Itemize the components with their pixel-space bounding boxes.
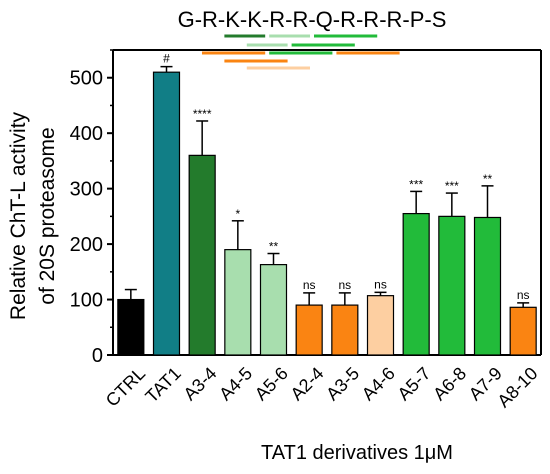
bar-ctrl	[117, 298, 145, 356]
x-tick-label: A4-5	[215, 363, 256, 404]
significance-label: ***	[409, 177, 423, 191]
significance-label: *	[235, 207, 240, 221]
bar-a5-7	[402, 212, 430, 356]
bar-a8-10	[509, 306, 537, 356]
significance-label: **	[269, 240, 279, 254]
y-tick-label: 0	[92, 345, 103, 367]
x-tick-label: TAT1	[141, 363, 184, 406]
y-axis-label-line1: Relative ChT-L activity	[7, 111, 30, 320]
x-tick-label: A2-4	[287, 363, 328, 404]
bar-a3-4	[188, 154, 216, 356]
x-tick-label: A8-10	[493, 363, 541, 411]
x-tick-label: A3-5	[322, 363, 363, 404]
y-tick-label: 100	[70, 290, 103, 312]
sequence-title: G-R-K-K-R-R-Q-R-R-R-P-S	[178, 7, 447, 32]
significance-label: ns	[517, 288, 530, 302]
y-tick-label: 200	[70, 234, 103, 256]
significance-label: ****	[193, 107, 212, 121]
x-tick-label: CTRL	[102, 363, 149, 410]
significance-label: ns	[338, 278, 351, 292]
y-tick-label: 500	[70, 68, 103, 90]
significance-label: ns	[374, 277, 387, 291]
y-tick-label: 300	[70, 179, 103, 201]
bar-a5-6	[259, 264, 288, 356]
x-tick-label: A5-6	[251, 363, 292, 404]
x-tick-label: A4-6	[358, 363, 399, 404]
bar-a4-6	[366, 295, 395, 356]
significance-label: ns	[303, 278, 316, 292]
bar-tat1	[152, 71, 181, 356]
x-tick-label: A3-4	[180, 363, 221, 404]
bars: #*******ns ns ns*** *****ns	[117, 52, 537, 356]
bar-a6-8	[438, 215, 466, 356]
bar-a7-9	[473, 216, 502, 356]
x-tick-label: A6-8	[429, 363, 470, 404]
significance-label: ***	[445, 179, 459, 193]
x-tick-labels: CTRLTAT1A3-4A4-5A5-6A2-4A3-5A4-6A5-7A6-8…	[102, 363, 542, 411]
x-tick-label: A5-7	[394, 363, 435, 404]
fragment-lines	[201, 34, 400, 70]
bar-a4-5	[224, 249, 252, 356]
x-axis-label: TAT1 derivatives 1μM	[261, 442, 453, 464]
bar-a3-5	[331, 304, 359, 356]
significance-label: **	[483, 172, 493, 186]
y-axis-label-line2: of 20S proteasome	[36, 127, 59, 304]
y-tick-label: 400	[70, 123, 103, 145]
y-axis: 0 100 200 300 400 500	[70, 49, 542, 367]
significance-label: #	[163, 52, 170, 66]
bar-a2-4	[295, 304, 323, 356]
